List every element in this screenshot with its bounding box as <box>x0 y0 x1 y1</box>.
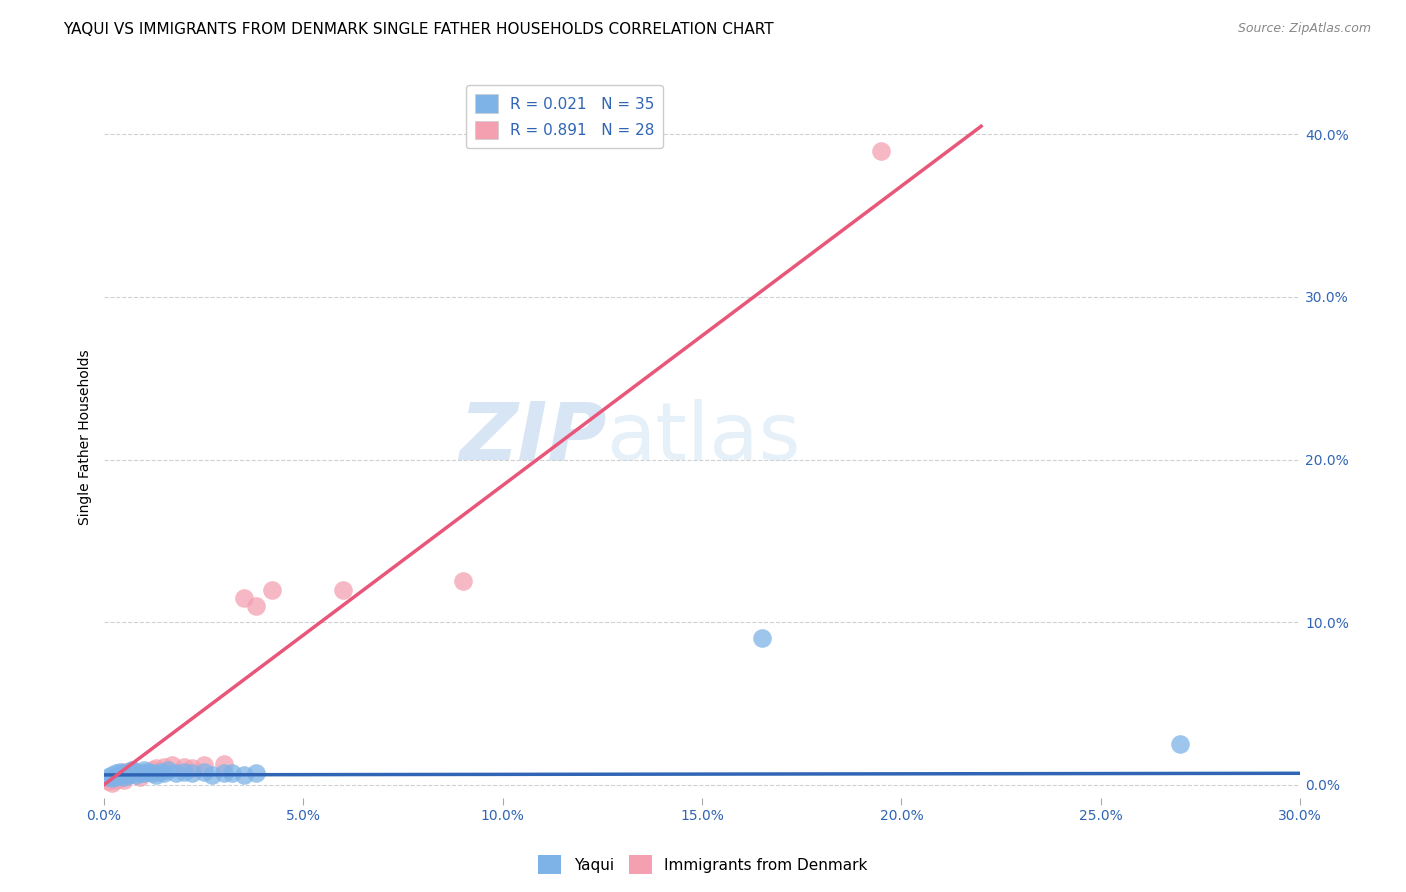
Point <box>173 760 195 774</box>
Point <box>117 764 139 779</box>
Point <box>451 574 474 589</box>
Legend: Yaqui, Immigrants from Denmark: Yaqui, Immigrants from Denmark <box>533 849 873 880</box>
Point <box>332 582 354 597</box>
Point <box>160 758 183 772</box>
Point <box>201 768 224 782</box>
Point <box>105 766 128 780</box>
Point <box>870 144 893 158</box>
Text: Source: ZipAtlas.com: Source: ZipAtlas.com <box>1237 22 1371 36</box>
Point <box>145 768 167 782</box>
Point <box>101 771 124 785</box>
Point <box>105 770 128 784</box>
Point <box>129 766 152 780</box>
Point <box>165 766 187 780</box>
Point <box>132 766 155 780</box>
Text: ZIP: ZIP <box>458 399 606 476</box>
Point <box>180 761 202 775</box>
Y-axis label: Single Father Households: Single Father Households <box>79 350 93 525</box>
Point <box>245 599 267 613</box>
Point <box>212 756 235 771</box>
Point <box>751 632 773 646</box>
Point <box>112 764 135 779</box>
Point <box>245 766 267 780</box>
Point <box>121 763 143 777</box>
Text: YAQUI VS IMMIGRANTS FROM DENMARK SINGLE FATHER HOUSEHOLDS CORRELATION CHART: YAQUI VS IMMIGRANTS FROM DENMARK SINGLE … <box>63 22 773 37</box>
Point <box>193 764 215 779</box>
Text: atlas: atlas <box>606 399 801 476</box>
Point <box>125 764 148 779</box>
Point <box>129 770 152 784</box>
Point <box>156 763 179 777</box>
Point <box>260 582 283 597</box>
Point <box>108 771 131 785</box>
Point <box>125 766 148 780</box>
Point <box>101 776 124 790</box>
Point <box>105 772 128 787</box>
Point <box>97 770 120 784</box>
Point <box>112 770 135 784</box>
Point <box>121 763 143 777</box>
Point <box>149 764 172 779</box>
Point <box>153 766 176 780</box>
Point <box>105 770 128 784</box>
Point <box>153 760 176 774</box>
Legend: R = 0.021   N = 35, R = 0.891   N = 28: R = 0.021 N = 35, R = 0.891 N = 28 <box>465 85 664 148</box>
Point <box>121 766 143 780</box>
Point <box>141 766 163 780</box>
Point <box>173 764 195 779</box>
Point <box>112 772 135 787</box>
Point <box>101 772 124 787</box>
Point <box>112 766 135 780</box>
Point <box>101 768 124 782</box>
Point <box>132 763 155 777</box>
Point <box>108 764 131 779</box>
Point <box>97 774 120 789</box>
Point <box>108 768 131 782</box>
Point <box>141 763 163 777</box>
Point <box>117 768 139 782</box>
Point <box>232 768 254 782</box>
Point <box>193 758 215 772</box>
Point <box>117 768 139 782</box>
Point <box>145 761 167 775</box>
Point <box>125 768 148 782</box>
Point <box>1170 737 1192 751</box>
Point <box>180 766 202 780</box>
Point <box>221 766 243 780</box>
Point <box>232 591 254 605</box>
Point <box>132 766 155 780</box>
Point <box>212 766 235 780</box>
Point <box>136 764 159 779</box>
Point <box>108 768 131 782</box>
